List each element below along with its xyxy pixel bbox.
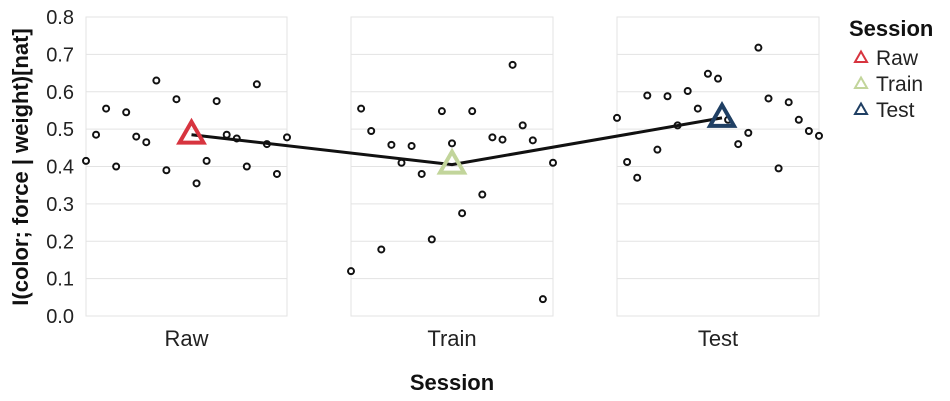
data-point [222, 130, 231, 139]
data-point [744, 128, 753, 137]
data-point [272, 169, 281, 178]
y-tick-label: 0.4 [46, 157, 74, 179]
data-point [397, 158, 406, 167]
data-point [538, 295, 547, 304]
data-point [417, 169, 426, 178]
data-point [132, 132, 141, 141]
y-tick-label: 0.5 [46, 119, 74, 141]
x-axis-ticks: Raw Train Test [164, 326, 738, 351]
data-point [252, 80, 261, 89]
data-point [683, 87, 692, 96]
legend-marker-raw [853, 49, 869, 63]
y-tick-label: 0.8 [46, 7, 74, 29]
legend-label-test: Test [876, 99, 915, 122]
data-point [102, 104, 111, 113]
data-point [643, 91, 652, 100]
data-point [122, 108, 131, 117]
mean-marker-train [436, 147, 468, 175]
data-point [693, 104, 702, 113]
data-point [82, 156, 90, 165]
data-point [754, 43, 763, 52]
data-point [714, 74, 722, 83]
data-point [162, 166, 171, 175]
legend-title: Session [849, 16, 933, 41]
mean-marker-raw [176, 117, 207, 145]
data-point [623, 158, 632, 167]
y-tick-label: 0.0 [46, 306, 74, 328]
data-point [488, 133, 497, 142]
x-axis-label: Session [410, 370, 494, 395]
data-point [764, 94, 773, 103]
data-point [478, 190, 487, 199]
data-point [468, 107, 477, 116]
data-point [427, 235, 436, 244]
legend-marker-test [853, 101, 869, 115]
x-tick-label: Test [698, 326, 738, 351]
data-point [437, 107, 446, 116]
legend: Session Raw Train Test [849, 16, 933, 122]
data-point [518, 121, 527, 130]
y-tick-label: 0.7 [46, 44, 74, 66]
data-point [242, 162, 251, 171]
data-point [142, 138, 151, 147]
y-axis-ticks: 0.0 0.1 0.2 0.3 0.4 0.5 0.6 0.7 0.8 [46, 7, 74, 328]
legend-label-raw: Raw [876, 47, 919, 70]
data-point [283, 133, 291, 142]
data-point [498, 135, 507, 144]
y-tick-label: 0.2 [46, 231, 74, 253]
mean-line-group [191, 116, 723, 167]
mean-markers [176, 100, 738, 175]
y-tick-label: 0.1 [46, 269, 74, 291]
data-point [703, 69, 712, 78]
data-point [653, 145, 662, 154]
data-point [387, 140, 396, 149]
x-tick-label: Raw [164, 326, 208, 351]
y-tick-label: 0.6 [46, 82, 74, 104]
data-point [152, 76, 161, 85]
x-tick-label: Train [427, 326, 476, 351]
data-point [508, 60, 517, 69]
data-point [613, 113, 621, 122]
legend-marker-train [853, 75, 869, 89]
data-point [734, 140, 743, 149]
data-point [663, 92, 672, 101]
data-point [192, 179, 201, 188]
data-point [458, 209, 467, 218]
mean-marker-test [706, 100, 738, 128]
facet-panels [85, 16, 820, 317]
legend-label-train: Train [876, 73, 923, 96]
data-point [202, 156, 211, 165]
mean-line [191, 116, 723, 167]
data-point [407, 141, 416, 150]
data-point [794, 115, 803, 124]
data-point [804, 126, 813, 135]
data-point [92, 130, 101, 139]
y-tick-label: 0.3 [46, 194, 74, 216]
data-point [815, 131, 823, 140]
data-point [633, 173, 642, 182]
data-point [528, 136, 537, 145]
data-point [784, 98, 793, 107]
data-point [112, 162, 121, 171]
data-point [774, 164, 783, 173]
data-point [172, 95, 181, 104]
data-point [212, 97, 221, 106]
data-point [377, 245, 386, 254]
data-point [448, 139, 456, 148]
data-point [347, 267, 355, 276]
y-axis-label: I(color; force | weight)[nat] [8, 28, 33, 305]
data-point [357, 104, 366, 113]
data-point [549, 158, 557, 167]
data-point [367, 126, 376, 135]
